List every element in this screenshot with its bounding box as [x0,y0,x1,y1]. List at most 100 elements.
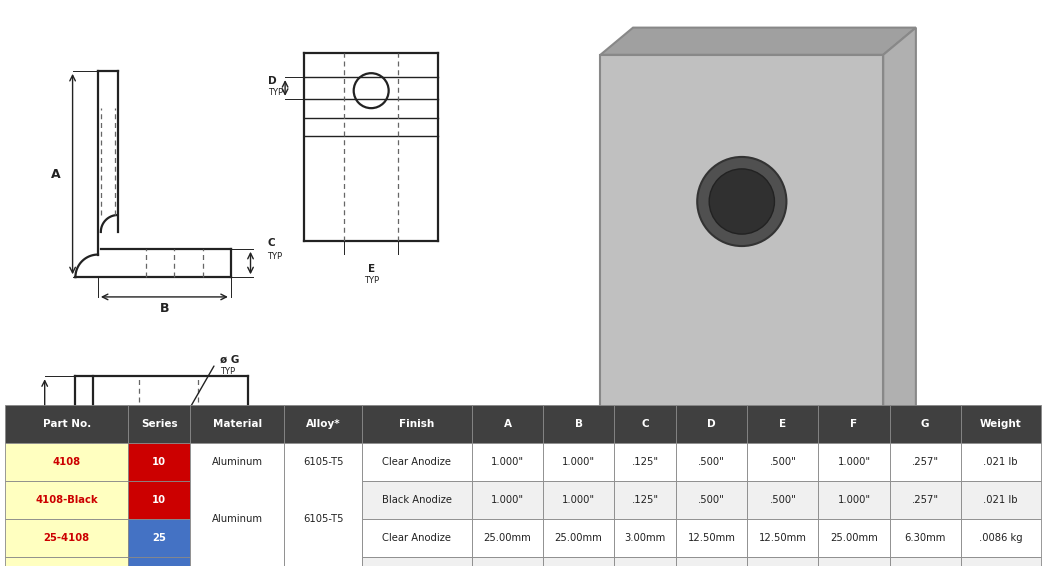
Text: ø G: ø G [221,354,240,365]
Text: 6105-T5: 6105-T5 [303,514,343,524]
Text: G: G [920,419,929,429]
FancyBboxPatch shape [190,481,285,519]
Text: Black Anodize: Black Anodize [382,495,452,505]
FancyBboxPatch shape [960,481,1041,519]
Text: 1.000": 1.000" [838,495,870,505]
Text: 4108: 4108 [52,457,81,467]
Circle shape [709,169,774,234]
Text: 25-4108: 25-4108 [44,533,90,543]
FancyBboxPatch shape [747,443,818,481]
FancyBboxPatch shape [5,481,128,519]
FancyBboxPatch shape [285,405,362,443]
Text: Finish: Finish [400,419,435,429]
Text: Aluminum: Aluminum [211,457,263,467]
FancyBboxPatch shape [472,519,543,557]
FancyBboxPatch shape [543,443,614,481]
Text: TYP: TYP [268,88,282,97]
Text: E: E [367,264,374,275]
Text: .125": .125" [632,495,659,505]
Text: .257": .257" [911,495,938,505]
FancyBboxPatch shape [747,557,818,566]
FancyBboxPatch shape [960,443,1041,481]
FancyBboxPatch shape [5,405,128,443]
FancyBboxPatch shape [960,519,1041,557]
Polygon shape [600,55,883,435]
FancyBboxPatch shape [960,557,1041,566]
Text: 1.000": 1.000" [562,495,595,505]
Text: .500": .500" [770,457,796,467]
Text: .500": .500" [699,495,725,505]
Text: Aluminum: Aluminum [211,514,263,524]
Text: C: C [268,238,275,248]
FancyBboxPatch shape [889,405,960,443]
FancyBboxPatch shape [362,481,472,519]
Text: 6105-T5: 6105-T5 [303,457,343,467]
Ellipse shape [718,439,767,458]
Text: A: A [51,168,61,181]
FancyBboxPatch shape [472,405,543,443]
FancyBboxPatch shape [818,443,889,481]
Text: 10: 10 [152,495,166,505]
Text: B: B [160,302,169,315]
FancyBboxPatch shape [818,405,889,443]
Text: C: C [641,419,649,429]
Text: 1.000": 1.000" [491,495,524,505]
Text: 1.000": 1.000" [838,457,870,467]
FancyBboxPatch shape [285,519,362,557]
Circle shape [698,157,787,246]
FancyBboxPatch shape [960,405,1041,443]
Text: .0086 kg: .0086 kg [979,533,1023,543]
Ellipse shape [706,434,777,464]
FancyBboxPatch shape [614,557,676,566]
FancyBboxPatch shape [543,405,614,443]
FancyBboxPatch shape [190,443,285,566]
FancyBboxPatch shape [543,481,614,519]
FancyBboxPatch shape [889,557,960,566]
FancyBboxPatch shape [362,519,472,557]
FancyBboxPatch shape [128,405,190,443]
FancyBboxPatch shape [614,519,676,557]
FancyBboxPatch shape [614,481,676,519]
Text: D: D [707,419,717,429]
Text: .021 lb: .021 lb [983,457,1018,467]
FancyBboxPatch shape [190,519,285,557]
Text: F: F [26,453,35,466]
FancyBboxPatch shape [5,443,128,481]
FancyBboxPatch shape [128,481,190,519]
FancyBboxPatch shape [614,405,676,443]
Text: Part No.: Part No. [43,419,91,429]
FancyBboxPatch shape [818,557,889,566]
Text: 25: 25 [152,533,166,543]
FancyBboxPatch shape [472,443,543,481]
Text: TYP: TYP [221,367,235,376]
Text: 4108-Black: 4108-Black [36,495,98,505]
Text: E: E [779,419,787,429]
FancyBboxPatch shape [472,557,543,566]
FancyBboxPatch shape [889,443,960,481]
Text: Clear Anodize: Clear Anodize [383,457,452,467]
FancyBboxPatch shape [190,557,285,566]
Text: 6.30mm: 6.30mm [905,533,946,543]
Polygon shape [568,408,600,490]
Circle shape [354,73,389,108]
FancyBboxPatch shape [285,443,362,481]
Text: F: F [850,419,858,429]
FancyBboxPatch shape [5,519,128,557]
FancyBboxPatch shape [128,557,190,566]
Text: TYP: TYP [364,276,379,285]
Text: Alloy*: Alloy* [305,419,341,429]
Text: 1.000": 1.000" [562,457,595,467]
FancyBboxPatch shape [5,557,128,566]
Text: .125": .125" [632,457,659,467]
FancyBboxPatch shape [747,519,818,557]
Text: Weight: Weight [980,419,1022,429]
Text: 12.50mm: 12.50mm [759,533,806,543]
FancyBboxPatch shape [362,405,472,443]
Circle shape [153,459,191,498]
FancyBboxPatch shape [818,519,889,557]
FancyBboxPatch shape [676,405,747,443]
Text: D: D [268,76,276,86]
FancyBboxPatch shape [190,405,285,443]
FancyBboxPatch shape [190,443,285,481]
FancyBboxPatch shape [614,443,676,481]
